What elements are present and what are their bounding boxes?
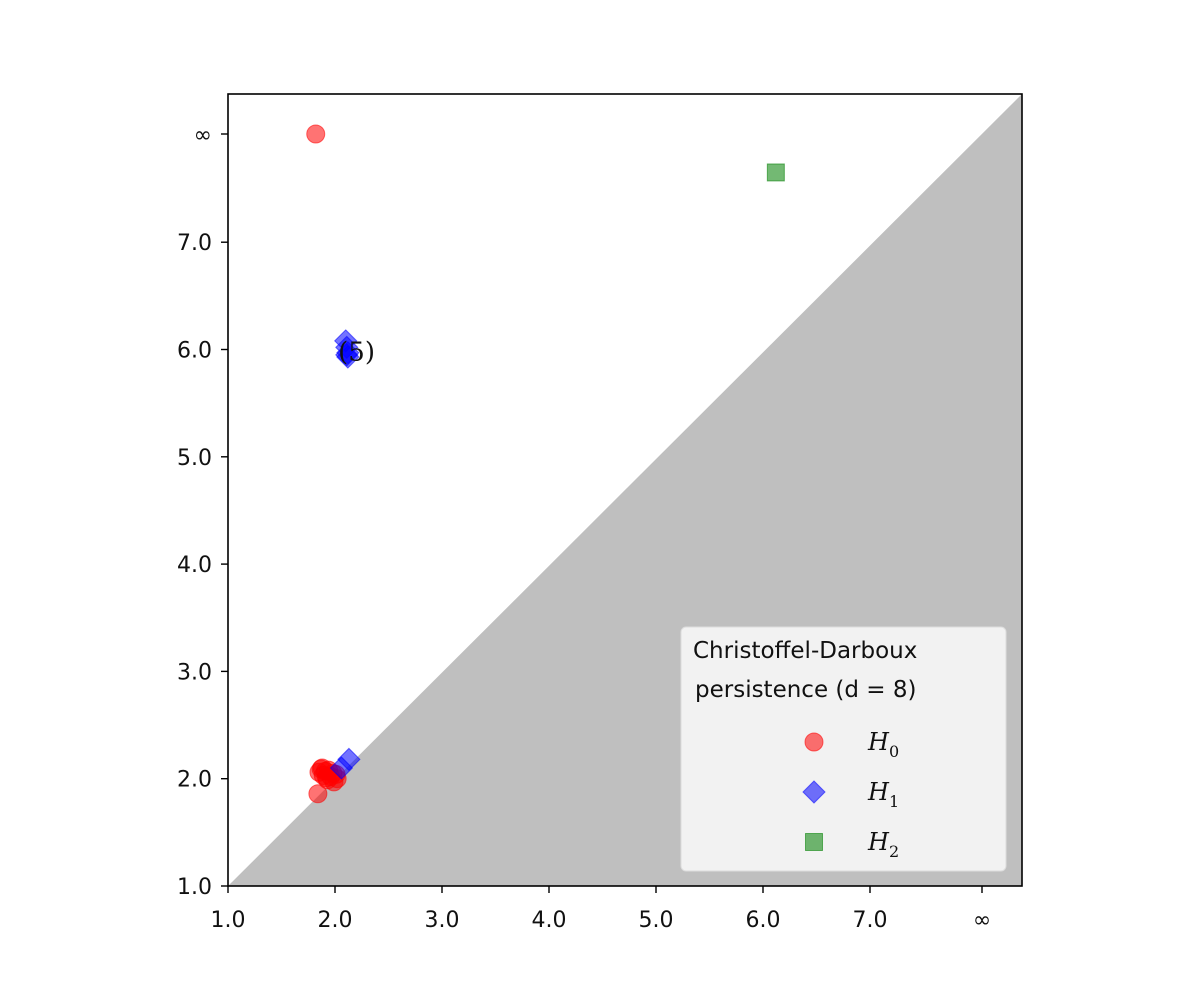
legend-title-line1: Christoffel-Darboux bbox=[693, 638, 917, 664]
square-point-h2 bbox=[766, 163, 785, 182]
x-tick-label: 6.0 bbox=[746, 908, 781, 933]
y-tick-label: 4.0 bbox=[177, 553, 212, 578]
circle-point-h0 bbox=[308, 784, 328, 804]
plot-frame bbox=[227, 93, 1023, 887]
diamond-point-h1 bbox=[335, 343, 359, 367]
x-tick-label: ∞ bbox=[973, 908, 991, 933]
y-tick-label: 1.0 bbox=[177, 875, 212, 900]
x-tick-label: 4.0 bbox=[532, 908, 567, 933]
x-tick-label: 1.0 bbox=[211, 908, 246, 933]
legend-title-line2: persistence (d = 8) bbox=[695, 677, 917, 703]
y-tick-label: ∞ bbox=[194, 123, 212, 148]
x-tick-label: 3.0 bbox=[425, 908, 460, 933]
x-tick-label: 2.0 bbox=[318, 908, 353, 933]
circle-point-h0 bbox=[316, 768, 336, 788]
y-tick-label: 7.0 bbox=[177, 231, 212, 256]
legend: Christoffel-Darboux persistence (d = 8) … bbox=[680, 626, 1007, 872]
legend-marker-h0 bbox=[804, 732, 824, 752]
data-points bbox=[306, 124, 785, 804]
x-tick-label: 5.0 bbox=[639, 908, 674, 933]
circle-point-h0 bbox=[306, 124, 326, 144]
legend-marker-h2 bbox=[805, 833, 823, 851]
legend-box bbox=[680, 626, 1007, 872]
legend-marker-h1 bbox=[802, 780, 826, 804]
y-tick-label: 3.0 bbox=[177, 660, 212, 685]
y-tick-label: 6.0 bbox=[177, 339, 212, 364]
y-tick-label: 2.0 bbox=[177, 768, 212, 793]
y-tick-label: 5.0 bbox=[177, 446, 212, 471]
x-tick-label: 7.0 bbox=[853, 908, 888, 933]
annotation-label: (5) bbox=[338, 338, 375, 368]
axis-ticks: 1.0 2.0 3.0 4.0 5.0 6.0 7.0 ∞ 1.0 2.0 3.0 4.0 5.0 6.0… bbox=[177, 123, 991, 933]
diamond-point-h1 bbox=[329, 756, 354, 780]
